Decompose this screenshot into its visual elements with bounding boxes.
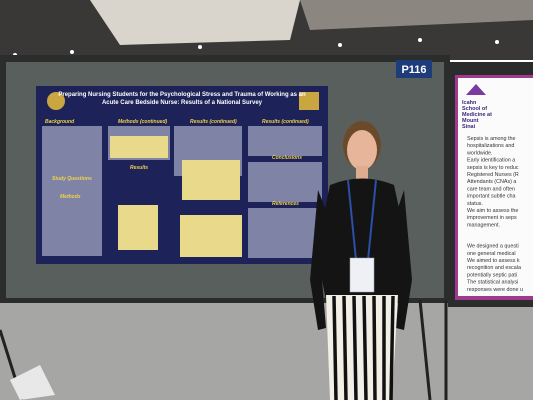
section-header: Background	[45, 119, 75, 125]
school-name-line: Icahn	[462, 100, 477, 106]
poster-logo-cu	[299, 92, 319, 110]
booth-sign	[396, 60, 432, 78]
poster-columns	[42, 126, 322, 258]
side-poster-line: one general medical	[467, 251, 516, 257]
section-header: Methods	[60, 194, 81, 200]
section-header: Conclusions	[272, 155, 302, 161]
section-header: References	[272, 201, 299, 207]
carpet	[0, 290, 533, 400]
section-header: Study Questions	[52, 176, 92, 182]
ceiling-panel	[90, 0, 300, 45]
side-poster-line: We aim to assess the	[467, 208, 518, 214]
side-poster-line: hospitalizations and	[467, 143, 514, 149]
poster-tables	[110, 136, 242, 257]
side-poster-line: We designed a questi	[467, 244, 519, 250]
poster-title: Preparing Nursing Students for the Psych…	[58, 92, 306, 98]
booth-number: P116	[401, 64, 426, 76]
side-poster-line: improvement in seps	[467, 215, 517, 221]
school-name-line: Sinai	[462, 124, 476, 130]
side-poster-line: important subtle cha	[467, 194, 516, 200]
side-poster-line: We aimed to assess k	[467, 258, 520, 264]
side-poster-line: status.	[467, 201, 483, 207]
side-poster-line: Early identification a	[467, 158, 515, 164]
ceiling-lights	[13, 38, 499, 57]
side-poster-line: Attendants (CNAs) a	[467, 179, 516, 185]
school-name-line: Mount	[462, 118, 479, 124]
side-poster-line: sepsis is key to reduc	[467, 165, 519, 171]
side-poster-line: Sepsis is among the	[467, 136, 516, 142]
poster-title: Acute Care Bedside Nurse: Results of a N…	[102, 100, 263, 106]
side-poster-line: care team and often	[467, 186, 515, 192]
side-poster-line: The statistical analysi	[467, 280, 518, 286]
side-poster-line: responses were done u	[467, 287, 523, 293]
poster-logo	[47, 92, 65, 110]
side-poster	[458, 78, 533, 296]
side-poster-line: worldwide.	[466, 150, 492, 156]
side-poster-line: Registered Nurses (R	[467, 172, 519, 178]
sinai-logo	[466, 84, 486, 95]
person	[310, 121, 412, 400]
ceiling-beam	[300, 0, 533, 30]
section-header: Results (continued)	[262, 119, 309, 125]
side-poster-line: potentially septic pati	[467, 272, 517, 278]
school-name-line: School of	[462, 106, 487, 112]
school-name-line: Medicine at	[462, 112, 492, 118]
section-header: Results	[130, 165, 148, 171]
side-poster-line: recognition and escala	[467, 265, 521, 271]
bag	[10, 365, 55, 400]
side-poster-line: management.	[467, 222, 500, 228]
section-header: Results (continued)	[190, 119, 237, 125]
section-header: Methods (continued)	[118, 119, 167, 125]
